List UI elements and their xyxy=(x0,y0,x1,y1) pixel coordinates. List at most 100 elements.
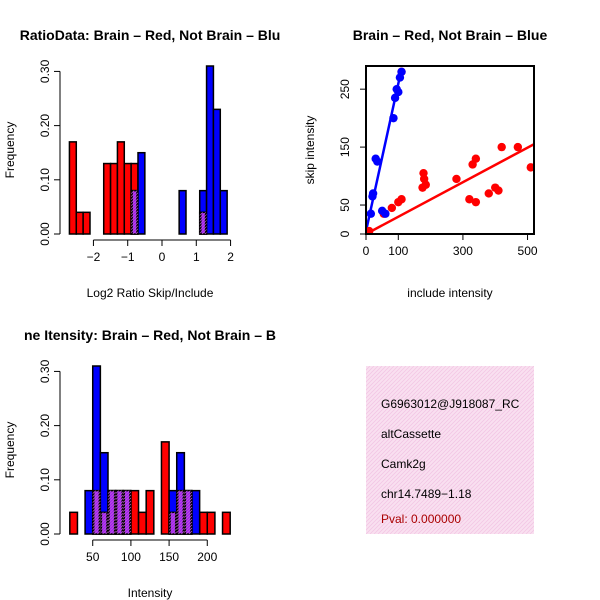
ratio-histogram-bars xyxy=(68,65,228,235)
scatter-y-tick-label: 50 xyxy=(338,198,352,212)
intensity-histogram-xlabel: Intensity xyxy=(128,586,173,600)
info-hatch-line xyxy=(405,405,534,534)
ratio-overlap-hatch xyxy=(130,210,139,218)
info-hatch-line xyxy=(366,366,423,423)
ratio-histogram-ylabel: Frequency xyxy=(3,122,17,179)
info-hatch-line xyxy=(366,366,371,371)
intensity-overlap-hatch xyxy=(97,530,101,535)
info-hatch-line xyxy=(366,366,379,379)
scatter-point-brain-4 xyxy=(397,195,406,204)
intensity-overlap-hatch xyxy=(117,527,124,535)
ratio-bar-overlap-1 xyxy=(199,211,207,235)
intensity-overlap-hatch xyxy=(185,527,193,535)
intensity-overlap-hatch xyxy=(115,491,124,500)
intensity-overlap-hatch xyxy=(109,527,116,535)
info-hatch-line xyxy=(366,366,403,403)
intensity-overlap-hatch xyxy=(105,531,109,535)
intensity-overlap-hatch xyxy=(92,503,101,512)
intensity-overlap-hatch xyxy=(176,512,185,521)
intensity-overlap-hatch xyxy=(92,506,101,515)
intensity-overlap-hatch xyxy=(184,494,193,503)
intensity-overlap-hatch xyxy=(176,494,185,503)
info-hatch-line xyxy=(389,389,534,534)
intensity-bar-brain-13 xyxy=(198,511,209,535)
intensity-overlap-hatch xyxy=(92,515,101,524)
intensity-overlap-hatch xyxy=(176,515,185,524)
intensity-overlap-hatch xyxy=(115,503,124,512)
scatter-point-notbrain-12 xyxy=(397,67,406,76)
intensity-overlap-hatch xyxy=(115,512,124,521)
intensity-y-tick-label: 0.30 xyxy=(38,359,52,383)
scatter-point-brain-19 xyxy=(526,163,534,172)
intensity-overlap-hatch xyxy=(168,512,176,519)
intensity-overlap-hatch xyxy=(184,490,188,494)
intensity-overlap-hatch xyxy=(123,503,132,512)
intensity-overlap-hatch xyxy=(184,503,193,512)
info-location: chr14.7489−1.18 xyxy=(381,487,472,501)
info-hatch-line xyxy=(366,366,491,491)
intensity-overlap-hatch xyxy=(176,491,185,500)
ratio-overlap-hatch xyxy=(135,231,139,235)
scatter-point-notbrain-10 xyxy=(394,87,403,97)
intensity-overlap-hatch xyxy=(176,503,185,512)
info-hatch-line xyxy=(409,409,534,534)
info-hatch-line xyxy=(473,473,534,534)
intensity-overlap-hatch xyxy=(92,512,101,521)
intensity-overlap-hatch xyxy=(176,518,185,527)
intensity-overlap-hatch xyxy=(171,528,177,535)
ratio-overlap-hatch xyxy=(130,198,139,206)
intensity-histogram-bars xyxy=(69,365,231,535)
intensity-overlap-hatch xyxy=(107,518,116,527)
info-hatch-line xyxy=(366,366,463,463)
info-hatch-line xyxy=(366,366,487,487)
intensity-overlap-hatch xyxy=(92,500,101,509)
info-hatch-line xyxy=(385,385,534,534)
intensity-overlap-hatch xyxy=(100,522,109,531)
intensity-overlap-hatch xyxy=(115,518,124,527)
info-hatch-line xyxy=(441,441,534,534)
info-hatch-line xyxy=(366,366,519,519)
intensity-bar-overlap-7 xyxy=(184,489,192,535)
intensity-overlap-hatch xyxy=(115,506,124,515)
info-gene-name: Camk2g xyxy=(381,457,426,471)
ratio-histogram-panel: RatioData: Brain – Red, Not Brain – Blu … xyxy=(3,27,280,300)
info-hatch-line xyxy=(489,489,534,534)
ratio-overlap-hatch xyxy=(130,207,139,215)
intensity-x-tick-label: 50 xyxy=(86,550,100,564)
intensity-bar-notbrain-9 xyxy=(191,489,201,535)
intensity-overlap-hatch xyxy=(176,506,185,515)
info-panel: G6963012@J918087_RC altCassette Camk2g c… xyxy=(366,366,534,534)
intensity-bar-brain-6 xyxy=(130,489,140,535)
ratio-overlap-hatch xyxy=(130,204,139,212)
ratio-bar-brain-5 xyxy=(116,141,126,235)
ratio-overlap-hatch xyxy=(130,213,139,221)
intensity-overlap-hatch xyxy=(184,521,193,530)
intensity-overlap-hatch xyxy=(92,518,101,527)
scatter-point-brain-13 xyxy=(471,197,481,207)
intensity-overlap-hatch xyxy=(107,491,116,500)
intensity-overlap-hatch xyxy=(123,490,127,494)
intensity-overlap-hatch xyxy=(123,521,132,530)
info-hatch-line xyxy=(366,366,507,507)
ratio-x-tick-label: −2 xyxy=(87,250,101,264)
intensity-overlap-hatch xyxy=(123,490,130,497)
info-event-type: altCassette xyxy=(381,427,441,441)
info-hatch-line xyxy=(366,366,399,399)
info-hatch-line xyxy=(366,366,503,503)
info-hatch-line xyxy=(366,366,451,451)
info-hatch-line xyxy=(366,366,411,411)
info-hatch-line xyxy=(366,366,459,459)
intensity-overlap-hatch xyxy=(184,500,193,509)
intensity-overlap-hatch xyxy=(123,491,132,500)
intensity-overlap-hatch xyxy=(115,521,124,530)
intensity-overlap-hatch xyxy=(124,527,132,535)
scatter-point-brain-8 xyxy=(419,168,428,178)
ratio-overlap-hatch xyxy=(199,217,207,225)
intensity-bar-brain-7 xyxy=(137,511,147,535)
intensity-overlap-hatch xyxy=(115,524,124,533)
intensity-overlap-hatch xyxy=(120,530,124,535)
info-hatch-line xyxy=(417,417,534,534)
intensity-overlap-hatch xyxy=(115,509,124,518)
ratio-x-tick-label: 2 xyxy=(227,250,234,264)
info-hatch-line xyxy=(366,366,527,527)
